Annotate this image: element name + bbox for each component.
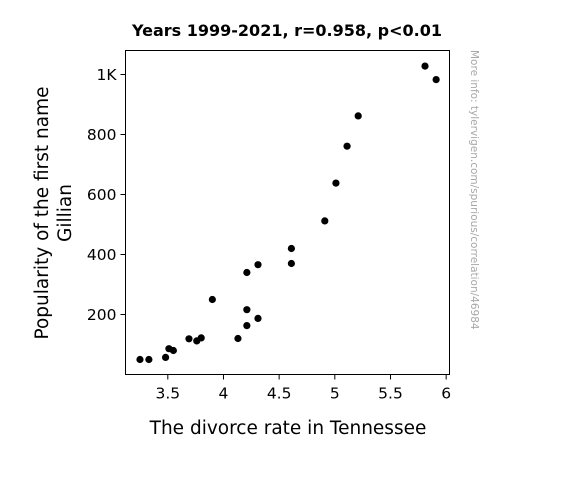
y-tick-label: 200 <box>87 306 117 324</box>
data-point <box>169 346 177 355</box>
watermark-text: More info: tylervigen.com/spurious/corre… <box>468 50 480 330</box>
data-point <box>161 353 170 361</box>
x-axis: 3.5 4 4.5 5 5.5 6 <box>155 374 451 403</box>
data-point <box>243 268 251 277</box>
y-tick-label: 1K <box>96 66 117 84</box>
data-point <box>208 295 216 304</box>
x-tick-label: 6 <box>441 385 451 403</box>
x-tick-label: 3.5 <box>155 385 180 403</box>
data-point <box>287 259 295 268</box>
y-tick-label: 600 <box>87 186 117 204</box>
data-point <box>254 314 262 322</box>
x-tick-label: 4.5 <box>267 385 292 403</box>
data-point <box>136 355 144 364</box>
data-point <box>145 355 153 364</box>
data-point <box>197 334 205 342</box>
data-point <box>354 112 362 120</box>
chart-title: Years 1999-2021, r=0.958, p<0.01 <box>131 21 442 40</box>
x-tick-label: 5.5 <box>378 385 403 403</box>
x-tick-label: 4 <box>219 385 229 403</box>
data-point <box>243 322 251 330</box>
data-point <box>287 244 295 253</box>
data-point <box>234 334 242 343</box>
data-point <box>343 142 351 150</box>
x-tick-label: 5 <box>330 385 340 403</box>
data-point <box>254 261 262 269</box>
y-axis-label-line-2: Gillian <box>55 184 76 242</box>
y-axis-label: Popularity of the first name Gillian <box>32 86 76 339</box>
data-point <box>432 76 440 84</box>
data-point <box>185 335 193 343</box>
data-point <box>321 217 329 225</box>
x-axis-label: The divorce rate in Tennessee <box>149 418 427 439</box>
data-points <box>136 62 440 364</box>
data-point <box>421 62 429 70</box>
y-axis: 200 400 600 800 1K <box>87 66 126 324</box>
y-tick-label: 800 <box>87 126 117 144</box>
data-point <box>332 179 340 187</box>
plot-area-frame <box>125 50 450 375</box>
y-axis-label-line-1: Popularity of the first name <box>32 86 53 339</box>
y-tick-label: 400 <box>87 246 117 264</box>
data-point <box>243 306 251 314</box>
